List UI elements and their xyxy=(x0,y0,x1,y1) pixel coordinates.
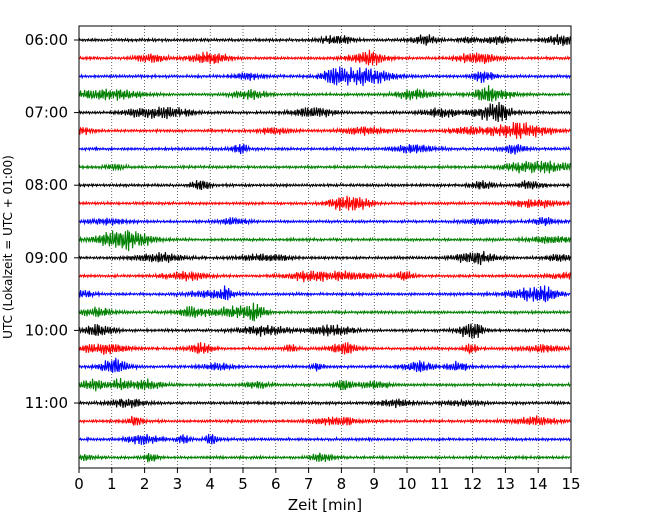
trace-0945 xyxy=(78,302,571,322)
trace-0800 xyxy=(78,180,571,191)
x-tick-label: 3 xyxy=(173,475,183,493)
x-tick-label: 13 xyxy=(496,475,515,493)
trace-0600 xyxy=(78,34,571,47)
trace-1130 xyxy=(78,433,571,445)
trace-0700 xyxy=(78,101,571,123)
x-tick-label: 11 xyxy=(430,475,449,493)
trace-group xyxy=(78,34,571,463)
trace-0815 xyxy=(78,195,571,211)
trace-1030 xyxy=(78,357,571,373)
trace-0900 xyxy=(78,251,571,266)
y-tick-label: 09:00 xyxy=(25,249,68,267)
trace-0830 xyxy=(78,216,571,226)
y-axis-label: UTC (Lokalzeit = UTC + 01:00) xyxy=(1,155,15,339)
x-axis-label: Zeit [min] xyxy=(288,496,362,514)
x-tick-label: 12 xyxy=(463,475,482,493)
x-tick-label: 9 xyxy=(369,475,379,493)
x-tick-label: 0 xyxy=(74,475,84,493)
x-axis-ticks: 0 1 2 3 4 5 6 7 8 9 10 11 12 13 14 15 xyxy=(74,468,581,493)
trace-0730 xyxy=(78,143,571,155)
trace-1045 xyxy=(78,378,571,392)
trace-0845 xyxy=(78,229,571,252)
y-tick-label: 11:00 xyxy=(25,394,68,412)
x-tick-label: 5 xyxy=(238,475,248,493)
x-tick-label: 15 xyxy=(561,475,580,493)
y-tick-label: 07:00 xyxy=(25,104,68,122)
x-tick-label: 8 xyxy=(337,475,347,493)
plot-frame xyxy=(78,25,572,469)
x-tick-label: 2 xyxy=(140,475,150,493)
y-axis-ticks: 06:00 07:00 08:00 09:00 10:00 11:00 xyxy=(25,31,79,412)
x-tick-label: 4 xyxy=(205,475,215,493)
x-tick-label: 1 xyxy=(107,475,117,493)
trace-0745 xyxy=(78,160,571,174)
trace-0915 xyxy=(78,270,571,283)
y-tick-label: 10:00 xyxy=(25,321,68,339)
trace-1000 xyxy=(78,323,571,339)
x-tick-label: 10 xyxy=(397,475,416,493)
trace-0930 xyxy=(78,285,571,303)
x-tick-label: 7 xyxy=(304,475,314,493)
trace-1115 xyxy=(78,415,571,427)
trace-1100 xyxy=(78,398,571,409)
x-tick-label: 6 xyxy=(271,475,281,493)
trace-0615 xyxy=(78,49,571,66)
trace-1015 xyxy=(78,342,571,355)
trace-0715 xyxy=(78,121,571,139)
trace-0645 xyxy=(78,85,571,102)
trace-0630 xyxy=(78,66,571,87)
x-tick-label: 14 xyxy=(529,475,548,493)
y-tick-label: 08:00 xyxy=(25,176,68,194)
y-tick-label: 06:00 xyxy=(25,31,68,49)
trace-1145 xyxy=(78,452,571,463)
